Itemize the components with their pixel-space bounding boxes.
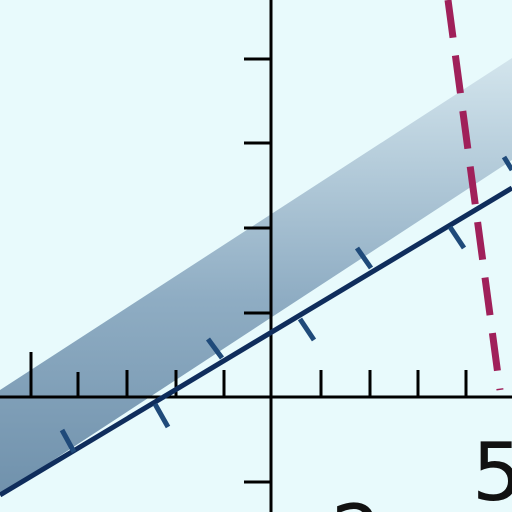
hatch-mark: [447, 225, 467, 250]
line-hatch-marks: [59, 155, 512, 454]
shaded-region-band: [0, 58, 512, 495]
hatch-mark: [501, 155, 512, 172]
hatch-mark: [354, 246, 374, 270]
solid-line: [0, 185, 512, 498]
y-tick-label-minus-2: -2: [302, 488, 382, 512]
hatch-mark: [59, 428, 77, 454]
hatch-mark: [205, 337, 225, 360]
hatch-mark: [152, 402, 171, 429]
hatch-mark: [297, 317, 317, 342]
x-tick-label-5: 5: [472, 426, 512, 512]
dashed-asymptote: [444, 0, 504, 391]
y-axis-ticks: [244, 57, 271, 484]
x-axis-ticks: [29, 352, 468, 397]
